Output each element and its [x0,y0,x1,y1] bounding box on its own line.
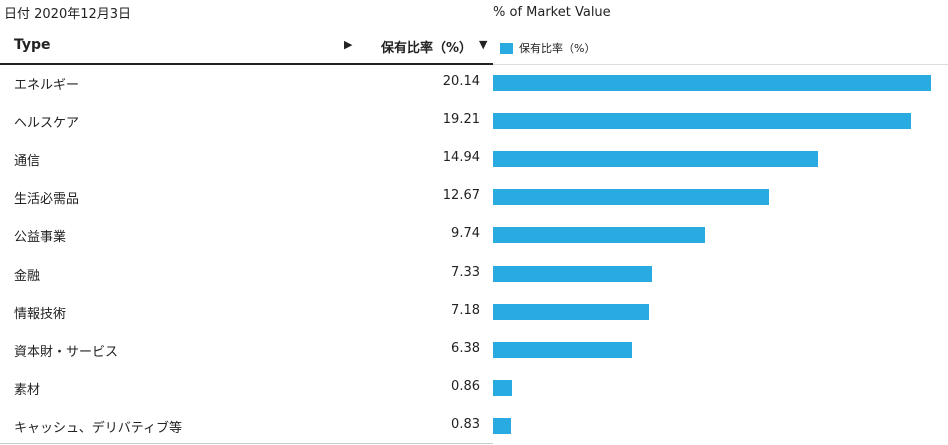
bar[interactable] [493,379,512,396]
legend-label: 保有比率（%） [519,42,596,55]
type-column-header[interactable]: Type [14,37,51,53]
percent-column-header[interactable]: 保有比率（%） [381,41,473,56]
bar[interactable] [493,151,818,168]
value-label: 12.67 [442,188,480,204]
value-label: 0.86 [451,378,480,394]
bar[interactable] [493,341,632,358]
bar[interactable] [493,417,512,434]
bar[interactable] [493,75,931,91]
chart-legend: 保有比率（%） [500,40,595,56]
category-label: 生活必需品 [14,192,80,208]
value-label: 7.18 [451,302,480,318]
bar[interactable] [493,113,911,130]
category-label: 情報技術 [14,306,67,322]
category-label: エネルギー [14,78,80,93]
category-label: ヘルスケア [14,116,80,132]
chart-title: % of Market Value [493,5,611,20]
legend-swatch [500,42,513,54]
value-label: 6.38 [451,340,480,356]
category-label: 公益事業 [14,230,67,246]
category-label: 素材 [14,382,41,398]
category-label: 資本財・サービス [14,344,119,360]
category-label: 金融 [14,268,41,284]
bar[interactable] [493,189,769,206]
value-label: 7.33 [451,264,480,280]
bar[interactable] [493,303,650,320]
value-label: 9.74 [451,226,480,242]
legend-divider [493,64,948,65]
date-label: 日付 2020年12月3日 [4,7,132,22]
value-label: 19.21 [442,112,480,128]
value-label: 14.94 [442,150,480,166]
value-label: 0.83 [451,416,480,432]
category-label: キャッシュ、デリバティブ等 [14,420,182,436]
value-label: 20.14 [442,74,480,89]
category-label: 通信 [14,154,41,170]
table-bottom-divider [0,443,493,444]
expand-right-icon[interactable]: ▶ [344,38,353,51]
bar[interactable] [493,227,705,244]
table-header: Type ▶ 保有比率（%） ▼ [0,30,493,65]
sort-desc-icon[interactable]: ▼ [479,38,488,51]
bar[interactable] [493,265,653,282]
